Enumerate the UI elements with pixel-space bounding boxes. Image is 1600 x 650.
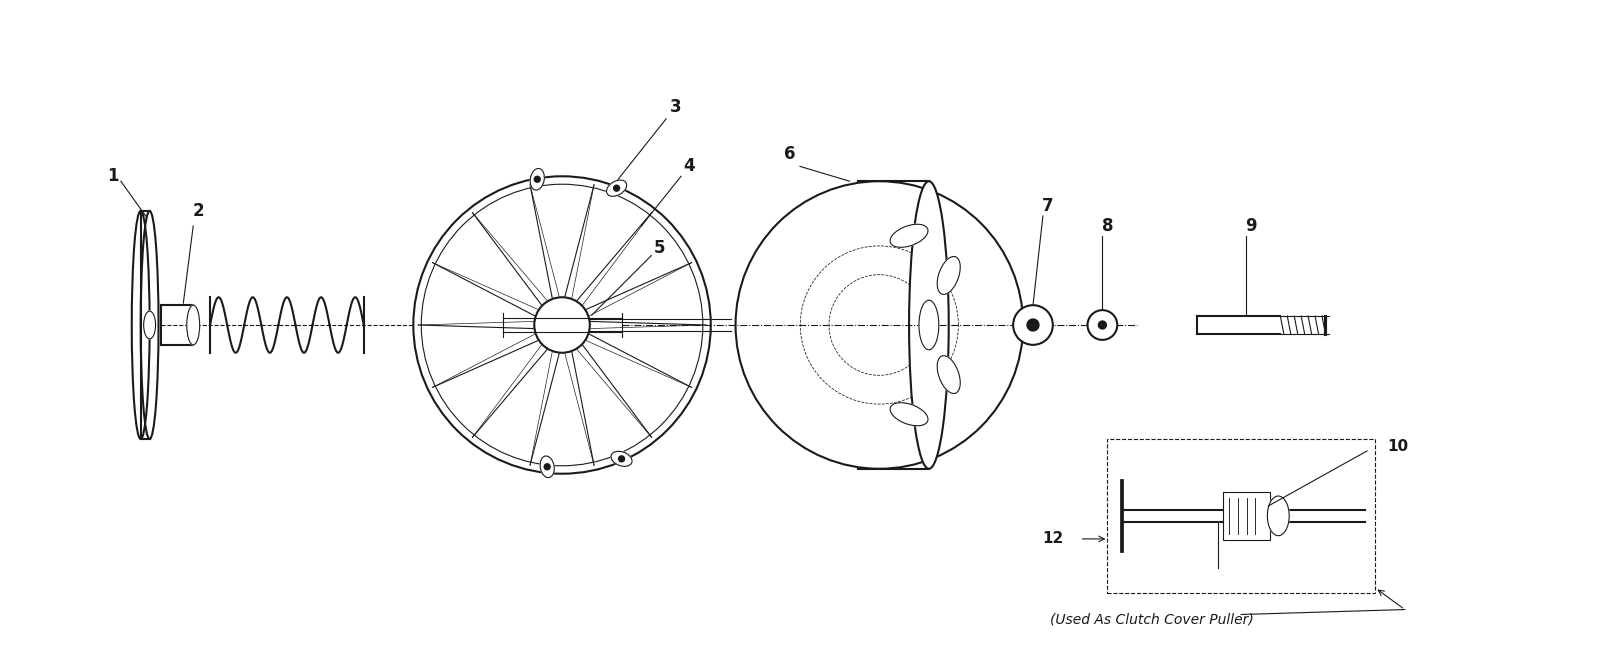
Circle shape — [614, 185, 619, 191]
Text: 2: 2 — [192, 202, 205, 220]
Text: 6: 6 — [784, 146, 795, 163]
Text: 10: 10 — [1387, 439, 1408, 454]
Circle shape — [534, 176, 541, 182]
Text: 7: 7 — [1042, 197, 1054, 215]
FancyBboxPatch shape — [1222, 492, 1270, 540]
Ellipse shape — [938, 356, 960, 393]
Ellipse shape — [144, 311, 155, 339]
Ellipse shape — [890, 224, 928, 247]
Text: 9: 9 — [1245, 217, 1258, 235]
Ellipse shape — [918, 300, 939, 350]
Ellipse shape — [890, 403, 928, 426]
Text: 4: 4 — [683, 157, 694, 176]
Text: 8: 8 — [1102, 217, 1114, 235]
Text: 3: 3 — [670, 98, 682, 116]
Text: (Used As Clutch Cover Puller): (Used As Clutch Cover Puller) — [1050, 612, 1254, 627]
Circle shape — [534, 297, 590, 353]
Circle shape — [1027, 319, 1038, 331]
Ellipse shape — [541, 456, 554, 478]
Text: 5: 5 — [653, 239, 666, 257]
Text: 12: 12 — [1042, 532, 1064, 547]
Ellipse shape — [606, 180, 627, 196]
Text: 1: 1 — [107, 167, 118, 185]
Ellipse shape — [187, 305, 200, 345]
Ellipse shape — [938, 257, 960, 294]
FancyBboxPatch shape — [1107, 439, 1374, 593]
Ellipse shape — [909, 181, 949, 469]
Ellipse shape — [1267, 496, 1290, 536]
Circle shape — [544, 464, 550, 470]
Ellipse shape — [611, 451, 632, 466]
Circle shape — [1013, 305, 1053, 345]
Ellipse shape — [530, 168, 544, 190]
Circle shape — [1099, 321, 1106, 329]
Circle shape — [619, 456, 624, 462]
Circle shape — [1088, 310, 1117, 340]
Text: 11: 11 — [1134, 573, 1155, 588]
